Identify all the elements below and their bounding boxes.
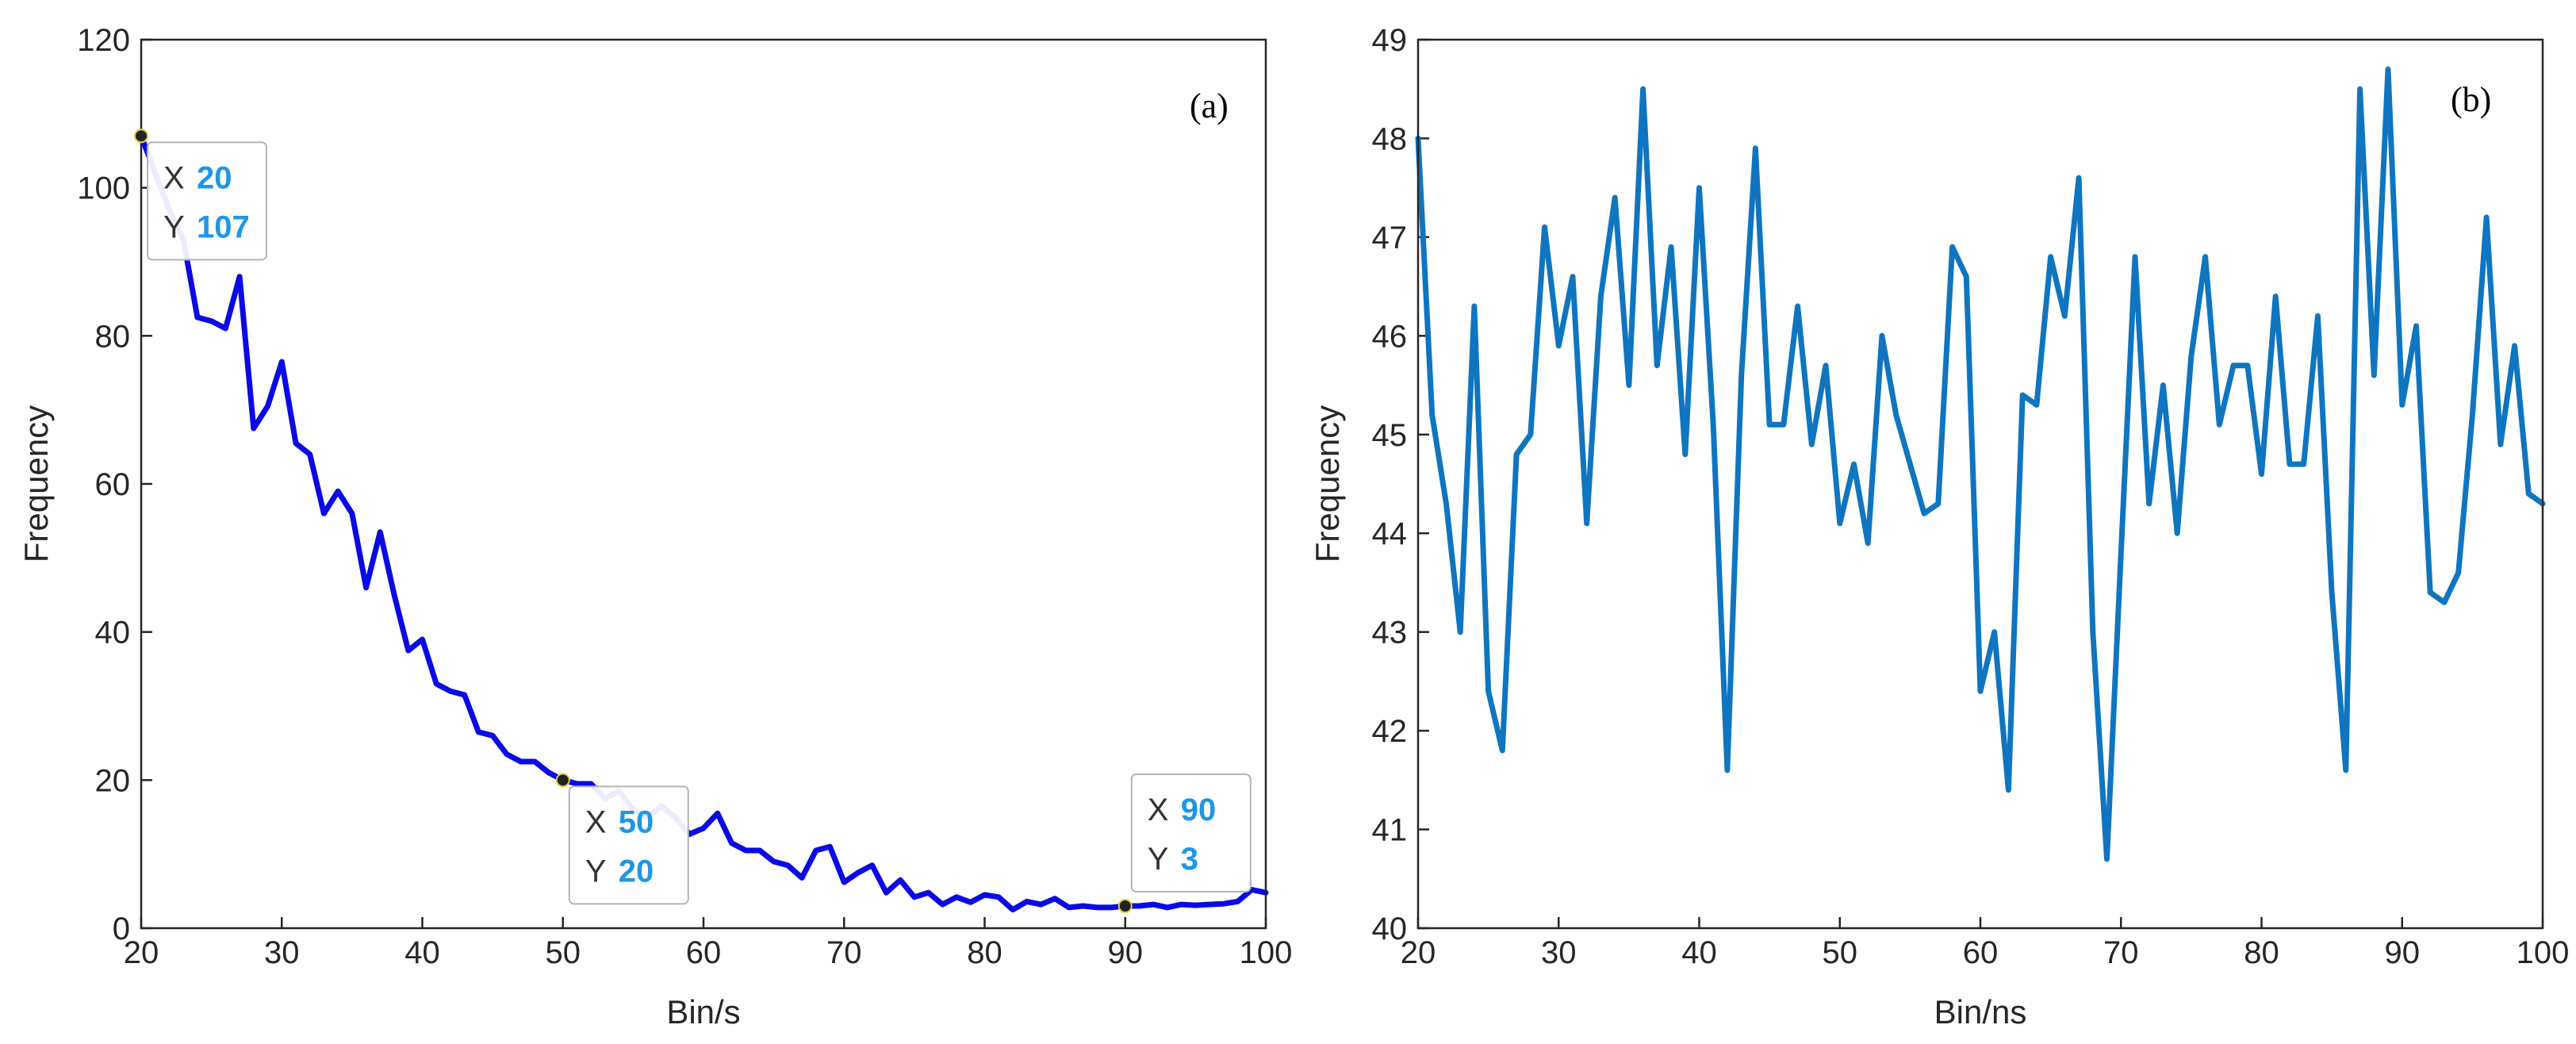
panel-b-x-tick-label: 20 <box>1401 935 1436 970</box>
panel-a-x-tick-label: 30 <box>264 935 300 970</box>
panel-a-x-tick-label: 20 <box>124 935 159 970</box>
panel-a-datatip-x-value: 20 <box>197 160 232 195</box>
panel-b-y-tick-label: 40 <box>1372 912 1408 946</box>
panel-b-x-tick-label: 80 <box>2244 935 2279 970</box>
panel-a-series-line <box>138 132 1269 913</box>
panel-b-x-tick-label: 40 <box>1681 935 1717 970</box>
panel-b-y-tick-label: 42 <box>1372 714 1408 749</box>
panel-a-y-tick-label: 20 <box>95 763 131 798</box>
panel-b-axes-box <box>1416 38 2544 930</box>
panel-a-y-tick-label: 40 <box>95 616 131 651</box>
panel-b-x-tick-label: 60 <box>1963 935 1999 970</box>
panel-b: 20 30 40 50 60 70 80 90 10040414243444546474849 … <box>1309 23 2569 1031</box>
panel-b-y-tick-label: 43 <box>1372 616 1408 651</box>
panel-b-x-axis-title: Bin/ns <box>1934 993 2027 1031</box>
panel-b-x-tick-label: 70 <box>2103 935 2139 970</box>
panel-b-y-tick-label: 41 <box>1372 813 1408 848</box>
panel-b-series-line <box>1415 66 2546 862</box>
panel-a-datatip-box <box>1130 773 1252 892</box>
panel-a-datatip-y-value: 20 <box>619 854 654 889</box>
panel-b-x-tick-label: 100 <box>2517 935 2570 970</box>
panel-b-y-tick-label: 47 <box>1372 221 1408 255</box>
panel-a-datatip: X 90 Y 3 <box>1117 773 1252 913</box>
panel-a-datatip-x-key: X <box>163 160 185 195</box>
panel-b-y-tick-label: 45 <box>1372 418 1408 453</box>
panel-b-x-tick-label: 50 <box>1823 935 1858 970</box>
panel-a-datatip-x-value: 90 <box>1181 793 1217 827</box>
panel-b-y-tick-label: 44 <box>1372 516 1408 551</box>
panel-a-datatip-x-key: X <box>1148 793 1169 827</box>
panel-b-ticks: 20 30 40 50 60 70 80 90 100 40 41 42 43 44 45 46 47 48 49 <box>1372 23 2570 970</box>
panel-b-y-tick-label: 46 <box>1372 319 1408 354</box>
panel-a-x-tick-label: 90 <box>1108 935 1144 970</box>
panel-a-y-tick-label: 80 <box>95 319 131 354</box>
panel-a-datatip-y-value: 107 <box>197 209 250 244</box>
panel-a-x-tick-label: 100 <box>1240 935 1293 970</box>
panel-a-x-tick-label: 40 <box>404 935 440 970</box>
panel-a-x-axis-title: Bin/s <box>666 993 740 1031</box>
panel-b-y-axis-title: Frequency <box>1309 405 1346 562</box>
panel-a-datatip-marker <box>555 773 570 788</box>
panel-b-y-tick-label: 48 <box>1372 121 1408 156</box>
panel-a-datatip-y-value: 3 <box>1181 842 1198 877</box>
panel-a-datatip-x-key: X <box>585 804 607 839</box>
panel-a-x-tick-label: 80 <box>967 935 1002 970</box>
panel-a-datatip-x-value: 50 <box>619 804 654 839</box>
panel-a-y-tick-label: 60 <box>95 467 131 502</box>
panel-a-datatip-y-key: Y <box>1148 842 1169 877</box>
panel-a-x-tick-label: 70 <box>826 935 862 970</box>
panel-a-datatip-box <box>147 141 267 261</box>
panel-b-label: (b) <box>2451 80 2491 119</box>
panel-a-y-tick-label: 0 <box>113 912 130 946</box>
panel-a-x-tick-label: 60 <box>686 935 722 970</box>
panel-a-y-tick-label: 100 <box>77 171 130 206</box>
panel-b-x-tick-label: 90 <box>2385 935 2421 970</box>
panel-a-datatip: X 20 Y 107 <box>134 129 267 261</box>
panel-a-datatip-y-key: Y <box>163 209 185 244</box>
panel-a-axes-box <box>140 38 1267 930</box>
panel-a-datatip-marker <box>1117 899 1133 913</box>
panel-a-datatip-marker <box>134 129 148 144</box>
panel-b-x-tick-label: 30 <box>1541 935 1577 970</box>
panel-a-y-axis-title: Frequency <box>17 405 55 562</box>
panel-a-datatip-y-key: Y <box>585 854 607 889</box>
panel-a-y-tick-label: 120 <box>77 23 130 58</box>
panel-a-x-tick-label: 50 <box>546 935 581 970</box>
panel-a-label: (a) <box>1190 86 1229 125</box>
panel-a-datatip: X 50 Y 20 <box>555 773 689 905</box>
panel-a-background <box>141 40 1266 928</box>
panel-b-y-tick-label: 49 <box>1372 23 1408 58</box>
panel-a-datatip-box <box>568 785 689 905</box>
